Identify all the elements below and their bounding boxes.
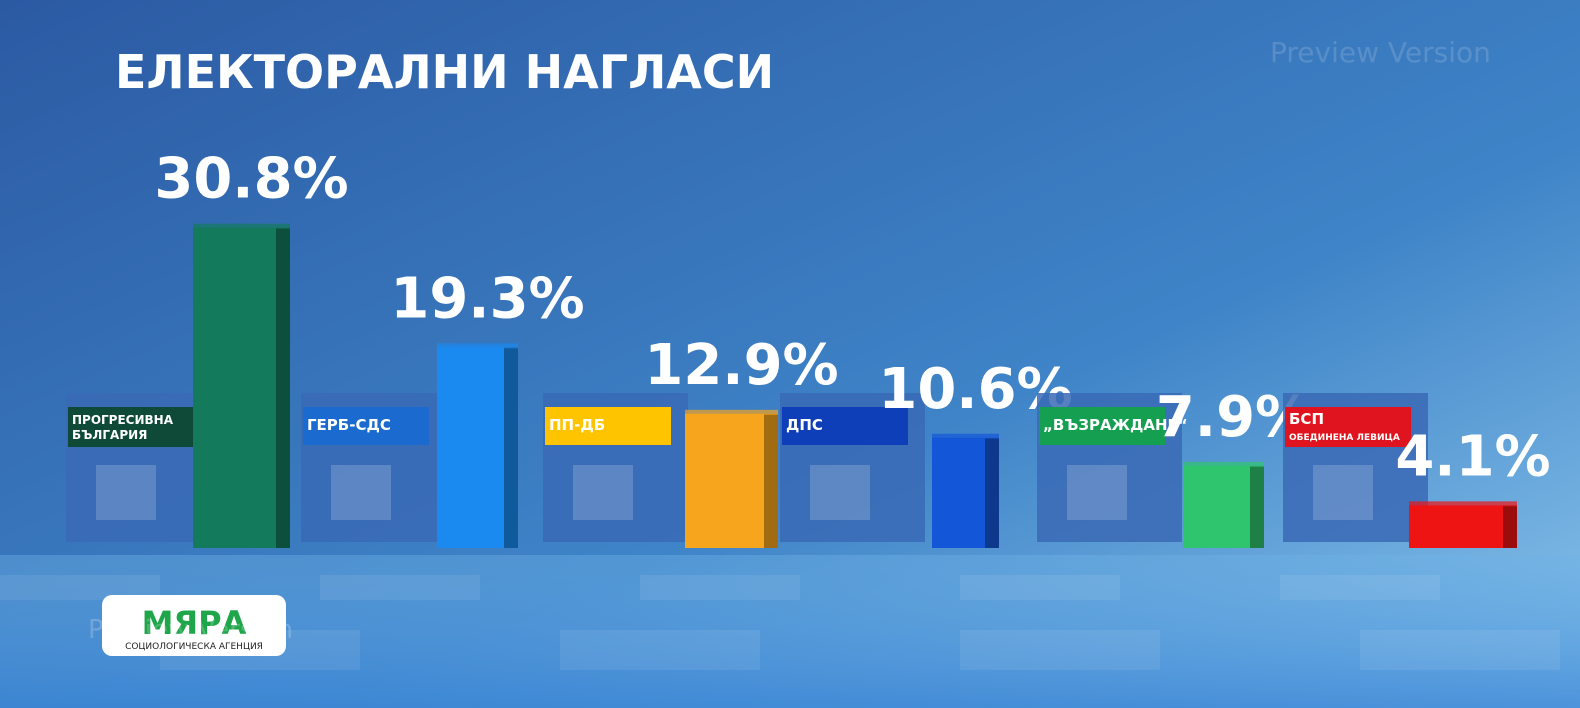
floor-tiles — [0, 575, 1560, 670]
bar-side — [985, 437, 999, 548]
bar-side — [504, 347, 518, 548]
bar-side — [764, 413, 778, 548]
category-label-text: ПРОГРЕСИВНА — [72, 413, 174, 427]
bar — [1409, 505, 1517, 548]
party-logo — [573, 465, 633, 520]
category-label-box — [1039, 407, 1165, 445]
party-logo — [96, 465, 156, 520]
bar-top — [1183, 461, 1264, 467]
bar-side — [276, 227, 290, 548]
watermark: Preview Version — [1270, 36, 1491, 69]
bar — [437, 347, 518, 548]
bar — [1183, 465, 1264, 548]
party-logo — [810, 465, 870, 520]
bar — [932, 437, 999, 548]
source-subtitle: СОЦИОЛОГИЧЕСКА АГЕНЦИЯ — [125, 642, 263, 652]
category-label-box — [782, 407, 908, 445]
category-label: ПП-ДБ — [549, 416, 605, 434]
category-label: ДПС — [786, 416, 823, 434]
value-label: 12.9% — [644, 333, 838, 398]
category-label: БСП — [1289, 410, 1324, 428]
category-label: ГЕРБ-СДС — [307, 416, 391, 434]
bar-top — [1409, 501, 1517, 507]
bar-top — [932, 433, 999, 439]
category-label: „ВЪЗРАЖДАНЕ“ — [1043, 416, 1188, 434]
category-label: ПРОГРЕСИВНА БЪЛГАРИЯ — [72, 413, 174, 442]
category-label-box — [68, 407, 194, 447]
source: МЯРА — [142, 604, 247, 642]
bar — [685, 413, 778, 548]
bar-side — [1250, 465, 1264, 548]
bar-top — [193, 223, 290, 229]
watermark: Preview Version — [88, 615, 293, 645]
chart-title: ЕЛЕКТОРАЛНИ НАГЛАСИ — [115, 45, 774, 99]
logo-box — [102, 595, 286, 656]
party-logo — [1067, 465, 1127, 520]
value-label: 30.8% — [154, 147, 348, 212]
category-label-box — [545, 407, 671, 445]
logo: МЯРА СОЦИОЛОГИЧЕСКА АГЕНЦИЯ Preview Vers… — [88, 595, 293, 656]
category-label-box — [1285, 407, 1411, 447]
party-logo — [331, 465, 391, 520]
party-logo — [1313, 465, 1373, 520]
bar-top — [685, 409, 778, 415]
value-label: 19.3% — [390, 266, 584, 331]
category-label-text: БЪЛГАРИЯ — [72, 428, 147, 442]
bar-top — [437, 343, 518, 349]
category-sublabel: ОБЕДИНЕНА ЛЕВИЦА — [1289, 433, 1400, 443]
category-label-box — [303, 407, 429, 445]
value-label: 4.1% — [1395, 424, 1550, 489]
bar-side — [1503, 505, 1517, 548]
bar — [193, 227, 290, 548]
